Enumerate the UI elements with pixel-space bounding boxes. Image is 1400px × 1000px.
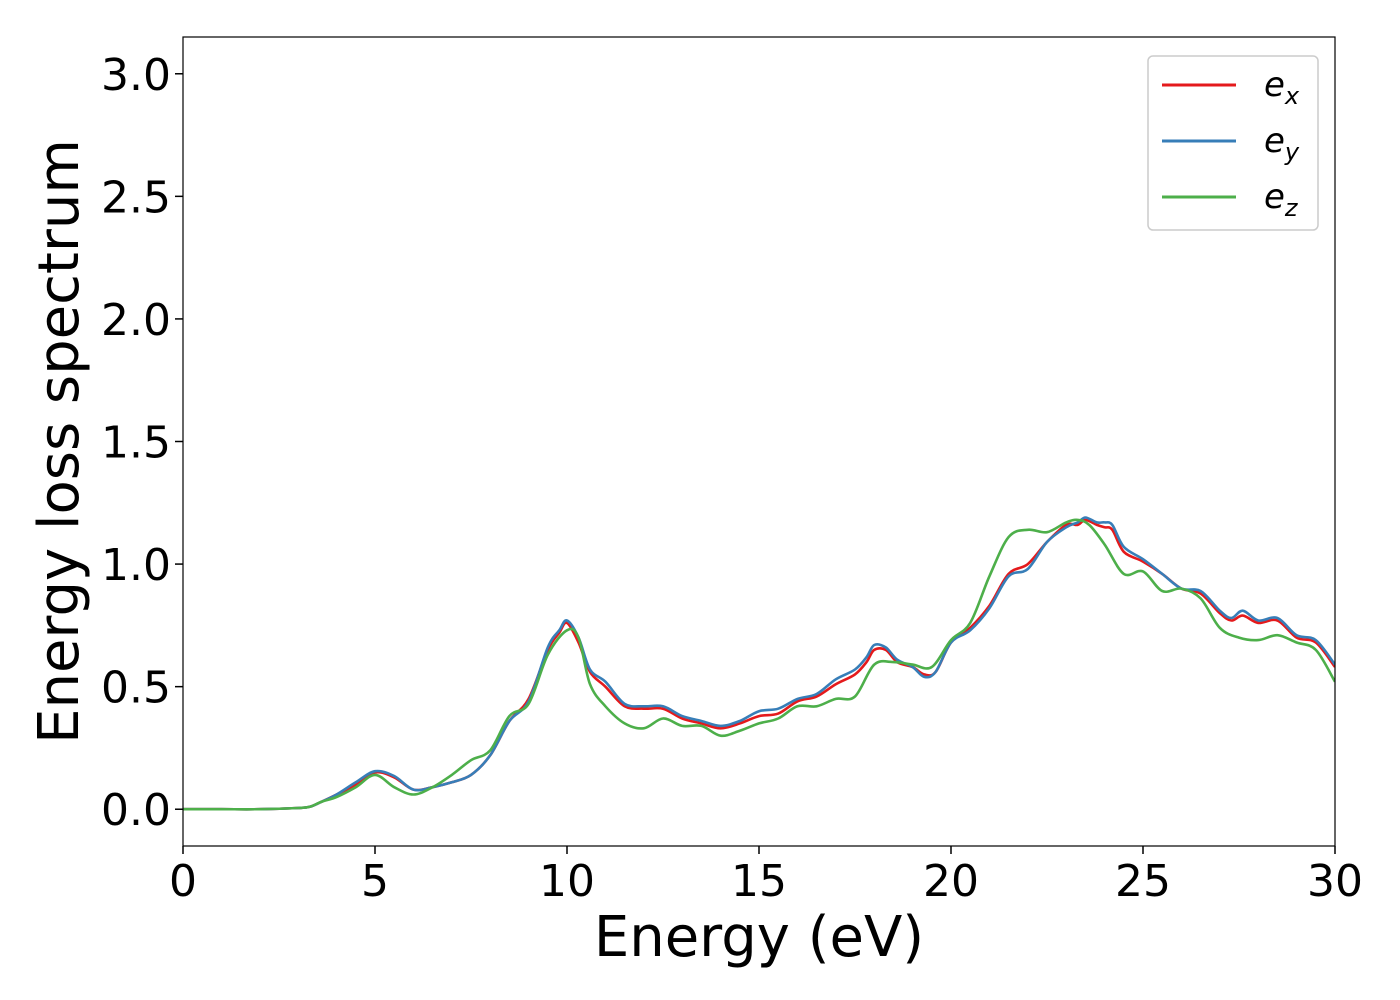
series-layer	[183, 516, 1335, 811]
x-tick-label: 30	[1307, 856, 1363, 907]
x-axis-title: Energy (eV)	[594, 905, 924, 970]
x-tick-label: 10	[539, 856, 595, 907]
x-tick-label: 0	[169, 856, 197, 907]
x-tick-label: 15	[731, 856, 787, 907]
y-tick-label: 2.5	[101, 172, 171, 223]
y-tick-label: 1.5	[101, 418, 171, 469]
y-tick-label: 0.0	[101, 785, 171, 836]
x-tick-label: 20	[923, 856, 979, 907]
y-tick-label: 1.0	[101, 540, 171, 591]
series-line-z	[183, 518, 1335, 811]
y-tick-label: 2.0	[101, 295, 171, 346]
x-tick-label: 5	[361, 856, 389, 907]
x-tick-label: 25	[1115, 856, 1171, 907]
y-tick-label: 0.5	[101, 663, 171, 714]
x-axis: 0 5 10 15 20 25 30	[169, 846, 1363, 907]
y-axis-title: Energy loss spectrum	[27, 139, 92, 744]
y-tick-label: 3.0	[101, 50, 171, 101]
legend-box	[1147, 55, 1319, 231]
y-axis: 0.0 0.5 1.0 1.5 2.0 2.5 3.0	[101, 50, 183, 836]
